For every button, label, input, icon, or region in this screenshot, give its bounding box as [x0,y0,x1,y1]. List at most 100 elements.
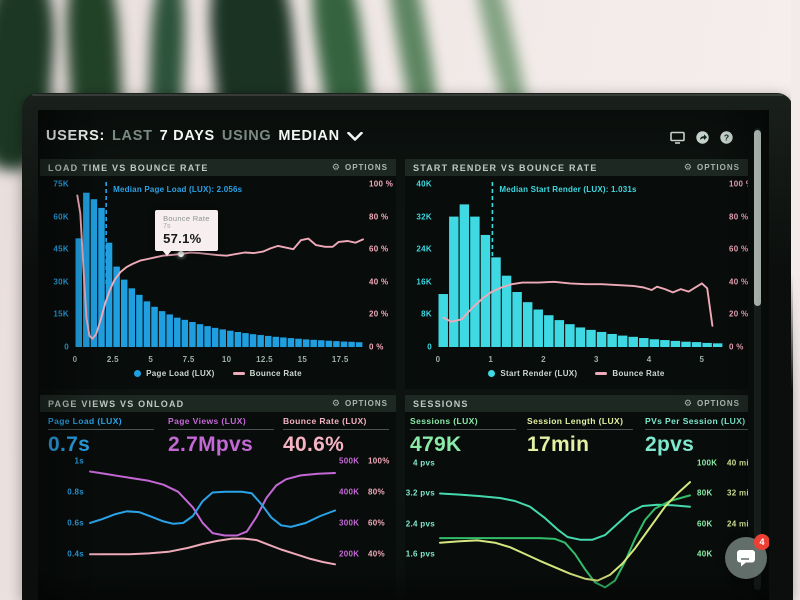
laptop-bezel: USERS: LAST 7 DAYS USING MEDIAN ? LOAD TIME … [22,93,793,600]
y-axis-tick-right-k: 80K [697,488,713,498]
tooltip-title: Bounce Rate [163,213,210,223]
system-icons: ? [670,131,733,144]
y-axis-tick-right-unit: 32 min [727,488,748,498]
users-range-dropdown[interactable]: USERS: LAST 7 DAYS USING MEDIAN [46,123,363,149]
tooltip-value: 57.1% [163,230,202,246]
chart-page-views: Page Load (LUX) 0.7s Page Views (LUX) 2.7Mp… [40,412,396,600]
x-axis-tick: 4 [646,355,652,364]
options-button[interactable]: ⚙ OPTIONS [332,163,388,173]
panel-title: PAGE VIEWS VS ONLOAD [48,398,185,409]
x-axis-tick: 10 [221,355,232,364]
metric-value: 40.6% [283,433,345,456]
y-axis-tick-right-k: 300K [339,518,360,528]
legend-item[interactable]: Bounce Rate [595,369,664,378]
notification-badge: 4 [754,534,769,550]
options-button[interactable]: ⚙ OPTIONS [683,398,740,409]
y-axis-tick-right: 40 % [369,277,389,287]
plot-area [75,182,364,347]
legend-item[interactable]: Start Render (LUX) [488,369,577,378]
median-annotation: Median Start Render (LUX): 1.031s [499,185,637,194]
title-segment: LAST [112,128,153,144]
metric-value: 2pvs [645,433,695,456]
x-axis-tick: 0 [72,355,78,364]
panel-start-render-vs-bounce-rate: START RENDER VS BOUNCE RATE ⚙ OPTIONS 40… [405,159,748,389]
gear-icon: ⚙ [683,162,693,172]
x-axis-tick: 7.5 [182,355,195,364]
y-axis-tick-left: 16K [416,277,432,287]
panel-sessions: SESSIONS ⚙ OPTIONS Sessions (LUX) 479K Ses… [405,395,748,600]
background-wall-edge [791,0,800,390]
y-axis-tick-right: 80 % [369,212,389,222]
metric-card: Bounce Rate (LUX) 40.6% [283,416,389,457]
metric-value: 17min [527,433,590,456]
legend-label: Bounce Rate [249,369,302,378]
metric-card: Page Load (LUX) 0.7s [48,416,154,457]
x-axis-tick: 15 [297,355,308,364]
plot-area [438,182,723,348]
scrollbar-track[interactable] [754,128,761,590]
options-button[interactable]: ⚙ OPTIONS [683,162,740,173]
panel-header: LOAD TIME VS BOUNCE RATE ⚙ OPTIONS [40,159,396,176]
chart-start-render: 40K 32K 24K 16K 8K 0 100 % 80 % 60 % 40 % 20 % 0 % 0… [405,176,748,389]
legend-label: Start Render (LUX) [500,369,578,378]
legend-item[interactable]: Bounce Rate [232,369,302,378]
y-axis-tick-right: 0 % [369,342,384,352]
x-axis-tick: 17.5 [331,355,349,364]
median-annotation: Median Page Load (LUX): 2.056s [113,185,243,194]
options-label: OPTIONS [696,399,740,408]
dashboard-screen: USERS: LAST 7 DAYS USING MEDIAN ? LOAD TIME … [38,110,769,600]
x-axis-tick: 12.5 [256,355,273,364]
chevron-down-icon [346,131,363,141]
y-axis-tick-right-k: 100K [697,458,718,468]
chat-launcher-button[interactable]: 4 [725,534,769,579]
x-axis-tick: 5 [699,355,705,364]
y-axis-tick-right: 0 % [729,342,744,352]
panel-header: SESSIONS ⚙ OPTIONS [405,395,748,412]
legend-label: Page Load (LUX) [146,369,215,378]
y-axis-tick-right: 20 % [369,309,389,319]
chart-sessions: Sessions (LUX) 479K Session Length (LUX) 17… [405,412,748,600]
options-button[interactable]: ⚙ OPTIONS [332,399,388,409]
y-axis-tick-left: 0 [427,342,432,352]
scrollbar-thumb[interactable] [754,130,761,306]
y-axis-tick-left: 1.6 pvs [405,549,435,559]
y-axis-tick-left: 0.6s [67,518,84,528]
plot-area [89,470,336,566]
y-axis-tick-right-k: 60K [697,519,713,529]
x-axis-tick: 2 [541,355,546,364]
metric-label: PVs Per Session (LUX) [645,416,748,430]
y-axis-tick-right-unit: 24 min [727,519,748,529]
metric-card: PVs Per Session (LUX) 2pvs [645,416,748,457]
legend-item[interactable]: Page Load (LUX) [134,369,215,378]
options-label: OPTIONS [344,399,388,408]
title-segment: USERS: [46,128,105,144]
y-axis-tick-left: 0.8s [67,487,84,497]
panel-header: PAGE VIEWS VS ONLOAD ⚙ OPTIONS [40,395,396,412]
options-label: OPTIONS [696,163,740,172]
tooltip-subtitle: 7s [163,222,171,230]
y-axis-tick-right-k: 40K [697,549,713,559]
y-axis-tick-right-unit: 60% [368,518,385,528]
y-axis-tick-right: 40 % [729,277,748,287]
display-icon[interactable] [670,131,685,144]
y-axis-tick-left: 8K [421,309,432,319]
y-axis-tick-left: 2.4 pvs [405,519,435,529]
y-axis-tick-left: 32K [416,212,432,222]
y-axis-tick-right-unit: 100% [368,456,390,466]
metric-value: 2.7Mpvs [168,433,253,456]
help-icon[interactable]: ? [720,131,733,144]
chat-bubble-icon [737,550,755,567]
y-axis-tick-left: 3.2 pvs [405,488,435,498]
y-axis-tick-left: 4 pvs [413,458,435,468]
y-axis-tick-left: 1s [74,456,84,466]
legend-label: Bounce Rate [612,369,665,378]
panel-page-views-vs-onload: PAGE VIEWS VS ONLOAD ⚙ OPTIONS Page Load… [40,395,396,600]
y-axis-tick-right: 80 % [729,212,748,222]
panel-header: START RENDER VS BOUNCE RATE ⚙ OPTIONS [405,159,748,176]
svg-text:?: ? [724,132,729,142]
gear-icon: ⚙ [683,398,693,408]
share-icon[interactable] [696,131,709,144]
metric-value: 0.7s [48,433,91,456]
legend-dot-marker [134,370,142,377]
metric-value: 479K [410,433,462,456]
